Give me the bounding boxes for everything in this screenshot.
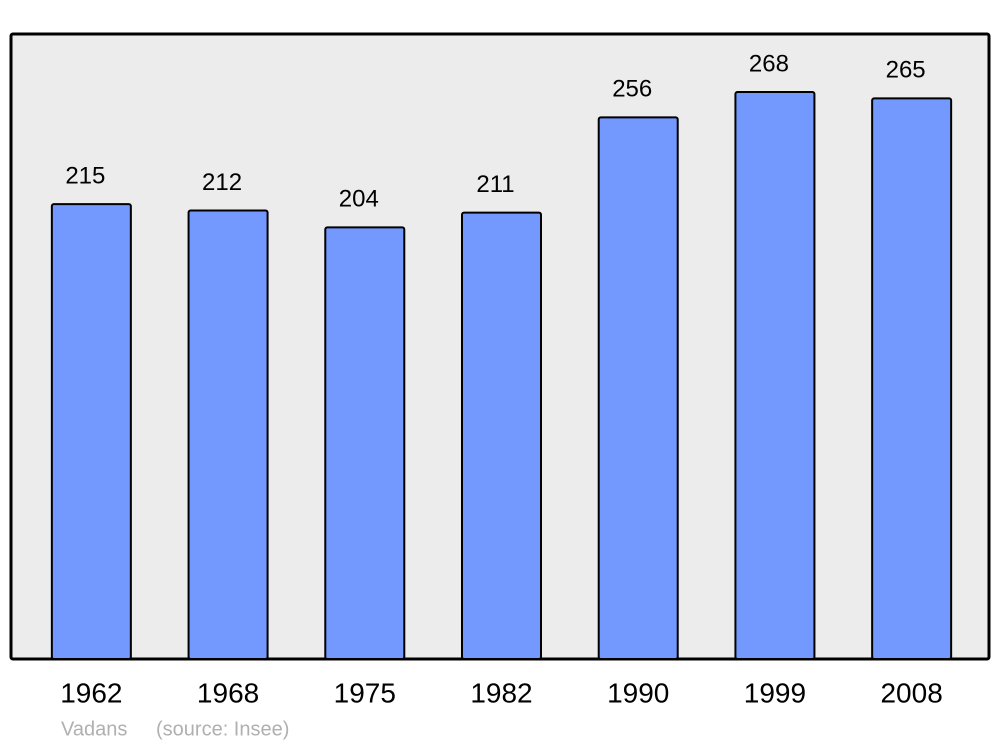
source-note: (source: Insee) [156, 718, 289, 740]
bar [734, 91, 816, 660]
x-tick-label: 2008 [880, 677, 942, 708]
x-tick-label: 1982 [470, 677, 532, 708]
bar [461, 211, 542, 660]
commune-name: Vadans [61, 718, 127, 740]
x-tick-label: 1962 [60, 677, 122, 708]
value-label: 256 [612, 76, 652, 103]
x-tick-label: 1990 [607, 677, 669, 708]
value-label: 204 [339, 186, 379, 213]
bar [871, 97, 953, 661]
value-label: 212 [202, 169, 242, 196]
x-tick-label: 1968 [197, 677, 259, 708]
value-label: 265 [886, 57, 926, 84]
bar [324, 226, 406, 660]
x-tick-label: 1975 [334, 677, 396, 708]
value-label: 215 [65, 162, 105, 189]
x-tick-label: 1999 [744, 677, 806, 708]
bar [50, 203, 132, 661]
bar [187, 209, 269, 661]
value-label: 211 [476, 171, 514, 198]
value-label: 268 [749, 50, 789, 77]
bar [597, 116, 679, 660]
